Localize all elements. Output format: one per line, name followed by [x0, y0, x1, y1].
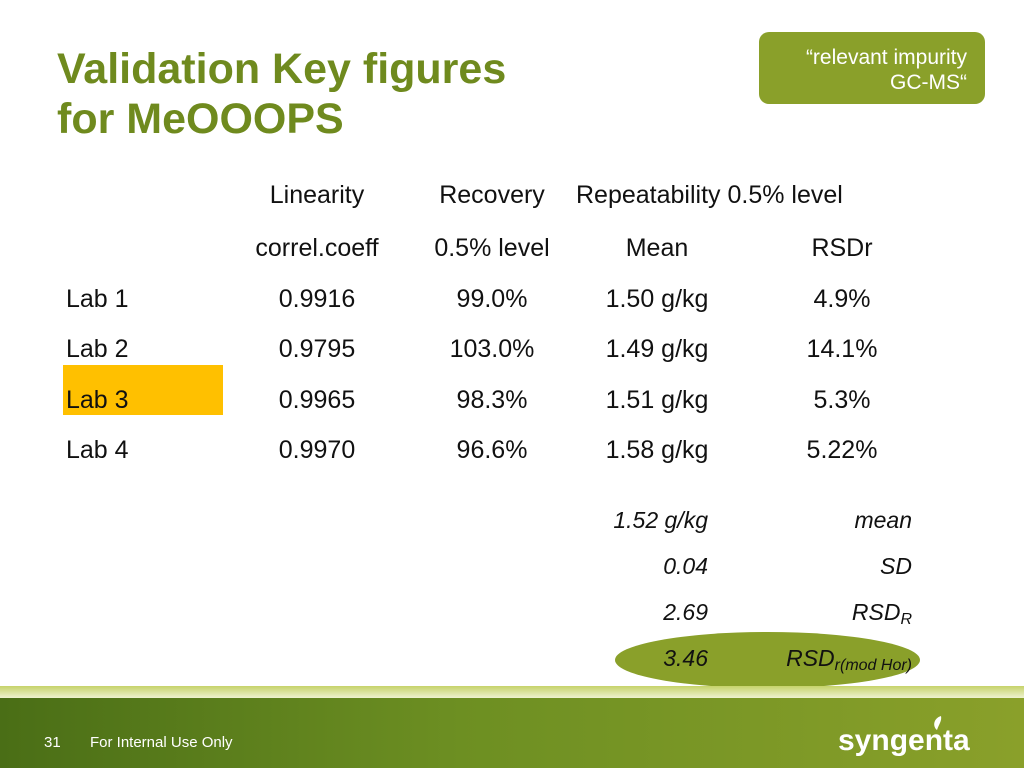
title-line-2: for MeOOOPS	[57, 95, 344, 143]
tag-line-2: GC-MS“	[890, 71, 967, 94]
highlight-ellipse	[615, 632, 920, 688]
row-lab: Lab 3	[66, 386, 129, 414]
title-line-1: Validation Key figures	[57, 45, 507, 93]
row-lab: Lab 4	[66, 436, 129, 464]
footer-divider	[0, 686, 1024, 698]
row-recovery: 103.0%	[449, 335, 535, 363]
row-correl: 0.9795	[278, 335, 356, 363]
stat-label: mean	[854, 507, 912, 533]
stat-value: 3.46	[663, 645, 708, 671]
slide-title: Validation Key figures for MeOOOPS	[57, 44, 657, 144]
logo-leaf	[934, 716, 942, 730]
stat-subscript: r(mod Hor)	[834, 657, 912, 674]
footer-text: For Internal Use Only	[90, 734, 233, 751]
row-lab: Lab 1	[66, 285, 129, 313]
header-linearity: Linearity	[269, 181, 365, 209]
stat-value: 2.69	[663, 599, 708, 625]
header-level: 0.5% level	[434, 234, 550, 262]
row-correl: 0.9965	[278, 386, 356, 414]
syngenta-logo: syngenta	[838, 716, 970, 757]
lab3-highlight	[63, 365, 223, 415]
row-lab: Lab 2	[66, 335, 129, 363]
header-correl: correl.coeff	[255, 234, 379, 262]
stat-subscript: R	[900, 611, 912, 628]
stat-label: SD	[880, 553, 912, 579]
stat-label-rsdr: RSDR	[760, 598, 912, 634]
stat-label: RSD	[851, 599, 901, 625]
row-mean: 1.49 g/kg	[605, 335, 709, 363]
stat-label: RSD	[786, 645, 835, 671]
row-mean: 1.51 g/kg	[605, 386, 709, 414]
row-rsdr: 5.22%	[806, 436, 878, 464]
row-rsdr: 14.1%	[806, 335, 878, 363]
stat-label-rsdr-hor: RSDr(mod Hor)	[730, 644, 912, 680]
row-mean: 1.50 g/kg	[605, 285, 709, 313]
stat-value: 1.52 g/kg	[613, 507, 708, 533]
row-rsdr: 5.3%	[813, 386, 871, 414]
row-recovery: 98.3%	[456, 386, 528, 414]
stat-value: 0.04	[663, 553, 708, 579]
page-number: 31	[44, 734, 61, 751]
row-mean: 1.58 g/kg	[605, 436, 709, 464]
header-repeatability: Repeatability 0.5% level	[576, 181, 843, 209]
header-mean: Mean	[625, 234, 689, 262]
row-rsdr: 4.9%	[813, 285, 871, 313]
row-recovery: 96.6%	[456, 436, 528, 464]
header-rsdr: RSDr	[811, 234, 873, 262]
row-correl: 0.9916	[278, 285, 356, 313]
row-correl: 0.9970	[278, 436, 356, 464]
logo-wordmark: syngenta	[838, 724, 970, 757]
tag-line-1: “relevant impurity	[805, 46, 967, 69]
row-recovery: 99.0%	[456, 285, 528, 313]
impurity-tag: “relevant impurity GC-MS“	[759, 32, 985, 104]
footer-bar	[0, 698, 1024, 768]
header-recovery: Recovery	[439, 181, 545, 209]
